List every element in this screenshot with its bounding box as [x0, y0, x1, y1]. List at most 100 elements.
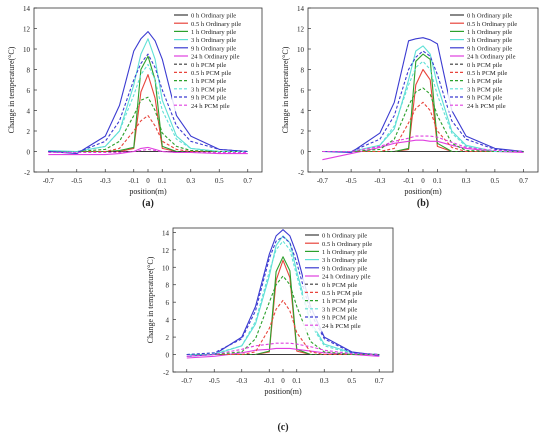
- legend-entry: 0 h PCM pile: [322, 282, 357, 289]
- series-line-11: [322, 50, 524, 153]
- legend-entry: 3 h Ordinary pile: [191, 37, 236, 44]
- legend-entry: 1 h Ordinary pile: [191, 29, 236, 36]
- legend-box: [448, 10, 536, 112]
- x-tick-label: 0.5: [347, 377, 356, 385]
- x-tick-label: 0.5: [215, 177, 224, 185]
- legend-entry: 1 h Ordinary pile: [322, 249, 367, 256]
- x-axis-label: position(m): [264, 387, 302, 396]
- x-tick-label: -0.1: [403, 177, 415, 185]
- y-axis-label: Change in temperature(°C): [281, 46, 290, 133]
- series-line-8: [186, 299, 380, 356]
- chart-panel-a: -2 0 2 4 6 8 10 12 14 -0.7 -0.5 -0.3 -0.1 0 0.1 0.3 0.5 0…: [0, 0, 275, 212]
- legend-entry: 24 h PCM pile: [322, 323, 361, 330]
- y-tick-label: 10: [297, 46, 305, 54]
- legend-entry: 0.5 h PCM pile: [191, 70, 231, 77]
- legend-entry: 0 h Ordinary pile: [322, 233, 367, 240]
- y-tick-label: 0: [301, 149, 305, 157]
- x-tick-label: 0.3: [462, 177, 471, 185]
- x-tick-label: 0.1: [158, 177, 167, 185]
- series-line-5: [322, 37, 524, 154]
- y-tick-label: 2: [301, 128, 305, 136]
- legend-entry: 0.5 h Ordinary pile: [467, 21, 517, 28]
- x-tick-label: 0.7: [519, 177, 528, 185]
- x-tick-label: -0.7: [181, 377, 193, 385]
- x-tick-label: -0.5: [71, 177, 83, 185]
- x-tick-label: -0.3: [236, 377, 248, 385]
- legend-entry: 0.5 h PCM pile: [467, 70, 507, 77]
- legend-box: [303, 230, 391, 332]
- legend-box: [172, 10, 260, 112]
- y-tick-label: 0: [166, 352, 170, 360]
- x-tick-label: 0: [146, 177, 150, 185]
- legend-entry: 0.5 h PCM pile: [322, 290, 362, 297]
- legend-entry: 1 h PCM pile: [322, 298, 357, 305]
- y-tick-label: 4: [301, 108, 305, 116]
- x-tick-label: 0.3: [320, 377, 329, 385]
- series-line-11: [48, 53, 248, 154]
- y-tick-label: 14: [23, 5, 31, 13]
- legend-entry: 0 h PCM pile: [191, 62, 226, 69]
- y-tick-label: -2: [24, 169, 30, 177]
- x-axis-label: position(m): [129, 187, 167, 196]
- legend-entry: 0 h PCM pile: [467, 62, 502, 69]
- x-tick-label: 0: [281, 377, 285, 385]
- chart-panel-c: -2 0 2 4 6 8 10 12 14 -0.7 -0.5 -0.3 -0.1 0 0.1 0.3 0.5 0…: [139, 218, 411, 436]
- y-tick-label: 8: [166, 282, 170, 290]
- legend-entry: 1 h PCM pile: [467, 78, 502, 85]
- legend-entry: 3 h PCM pile: [191, 86, 226, 93]
- y-tick-label: 10: [162, 264, 170, 272]
- legend-entry: 3 h Ordinary pile: [322, 257, 367, 264]
- y-tick-label: 6: [166, 299, 170, 307]
- y-tick-label: -2: [298, 169, 304, 177]
- x-tick-label: 0.7: [375, 377, 384, 385]
- y-tick-label: 6: [27, 87, 31, 95]
- y-tick-label: 8: [301, 67, 305, 75]
- chart-svg-a: -2 0 2 4 6 8 10 12 14 -0.7 -0.5 -0.3 -0.1 0 0.1 0.3 0.5 0…: [7, 5, 263, 209]
- legend-entry: 24 h Ordinary pile: [467, 54, 516, 61]
- y-tick-label: 2: [27, 128, 31, 136]
- y-tick-label: 12: [297, 26, 305, 34]
- x-tick-label: -0.1: [264, 377, 276, 385]
- legend-entry: 9 h Ordinary pile: [322, 265, 367, 272]
- series-line-11: [186, 236, 380, 356]
- y-tick-label: 6: [301, 87, 305, 95]
- series-line-9: [186, 275, 380, 356]
- legend-entry: 0 h Ordinary pile: [191, 13, 236, 20]
- y-tick-label: 10: [23, 46, 31, 54]
- y-tick-label: 12: [23, 26, 31, 34]
- legend-entry: 3 h Ordinary pile: [467, 37, 512, 44]
- series-line-6: [322, 139, 524, 161]
- x-axis-label: position(m): [404, 187, 442, 196]
- series-line-10: [48, 63, 248, 153]
- series-line-8: [48, 115, 248, 153]
- y-tick-label: 4: [166, 317, 170, 325]
- x-tick-label: -0.7: [317, 177, 329, 185]
- legend-entry: 3 h PCM pile: [322, 306, 357, 313]
- y-tick-label: 2: [166, 334, 170, 342]
- legend-entry: 9 h PCM pile: [322, 315, 357, 322]
- legend-entry: 9 h PCM pile: [467, 95, 502, 102]
- chart-svg-c: -2 0 2 4 6 8 10 12 14 -0.7 -0.5 -0.3 -0.1 0 0.1 0.3 0.5 0…: [146, 227, 394, 433]
- legend-entry: 0.5 h Ordinary pile: [191, 21, 241, 28]
- series-line-10: [322, 60, 524, 153]
- series-line-5: [48, 31, 248, 155]
- series-line-9: [322, 87, 524, 153]
- legend-entry: 24 h Ordinary pile: [322, 274, 371, 281]
- x-tick-label: -0.5: [346, 177, 358, 185]
- series-line-9: [48, 96, 248, 153]
- x-tick-label: 0.1: [433, 177, 442, 185]
- series-line-6: [186, 347, 380, 359]
- chart-panel-b: -2 0 2 4 6 8 10 12 14 -0.7 -0.5 -0.3 -0.1 0 0.1 0.3 0.5 0…: [278, 0, 550, 212]
- x-tick-label: -0.3: [374, 177, 386, 185]
- y-tick-label: -2: [163, 369, 169, 377]
- legend-entry: 24 h PCM pile: [191, 103, 230, 110]
- x-tick-label: -0.5: [209, 377, 221, 385]
- series-line-12: [322, 135, 524, 153]
- y-tick-label: 8: [27, 67, 31, 75]
- x-tick-label: -0.1: [128, 177, 140, 185]
- legend-entry: 0.5 h Ordinary pile: [322, 241, 372, 248]
- y-axis-label: Change in temperature(°C): [146, 256, 155, 343]
- x-tick-label: 0.1: [292, 377, 301, 385]
- legend-entry: 1 h Ordinary pile: [467, 29, 512, 36]
- panel-label: (c): [277, 422, 288, 433]
